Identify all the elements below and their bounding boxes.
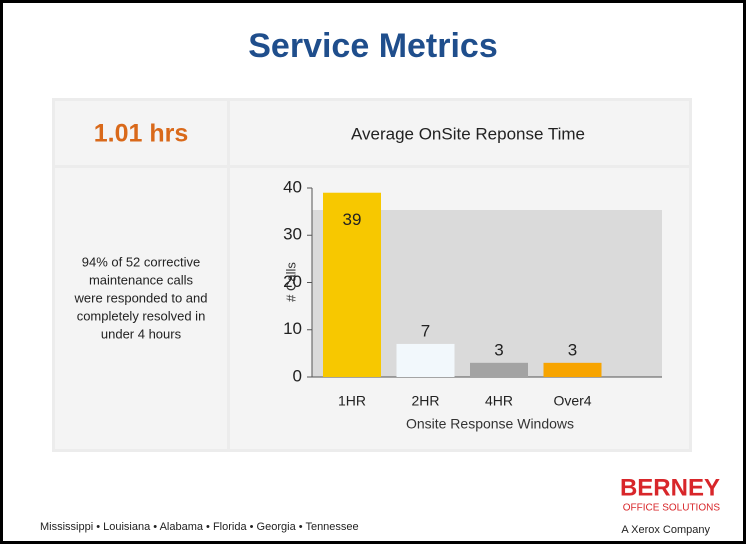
bar [396,343,455,377]
logo-sub: OFFICE SOLUTIONS [623,503,721,514]
x-axis-label: Onsite Response Windows [406,416,574,432]
slide-title: Service Metrics [248,27,498,65]
y-tick-label: 30 [283,225,302,244]
x-tick-label: 1HR [338,393,366,409]
description-line: were responded to and [74,290,208,305]
x-tick-label: Over4 [553,393,591,409]
description-cell [55,168,227,449]
value-label: 39 [343,210,362,229]
x-tick-label: 4HR [485,393,513,409]
bar [470,362,528,377]
description-line: under 4 hours [101,326,182,341]
logo-tagline: A Xerox Company [621,524,710,536]
value-label: 7 [421,321,430,340]
y-tick-label: 0 [293,366,302,385]
y-tick-label: 10 [283,319,302,338]
x-tick-label: 2HR [411,393,439,409]
logo-name: BERNEY [620,474,720,501]
description-line: maintenance calls [89,272,194,287]
value-label: 3 [568,340,577,359]
description-line: completely resolved in [77,308,206,323]
bar [323,192,381,377]
metric: 1.01 hrs [94,120,189,148]
footer: Mississippi • Louisiana • Alabama • Flor… [40,521,359,533]
y-tick-label: 20 [283,272,302,291]
bar [543,362,602,377]
description-line: 94% of 52 corrective [82,254,201,269]
y-axis-label: # Calls [283,262,298,302]
chart-title: Average OnSite Reponse Time [351,124,585,143]
header-cell [230,101,689,165]
value-label: 3 [494,340,503,359]
metric-cell [55,101,227,165]
y-tick-label: 40 [283,177,302,196]
